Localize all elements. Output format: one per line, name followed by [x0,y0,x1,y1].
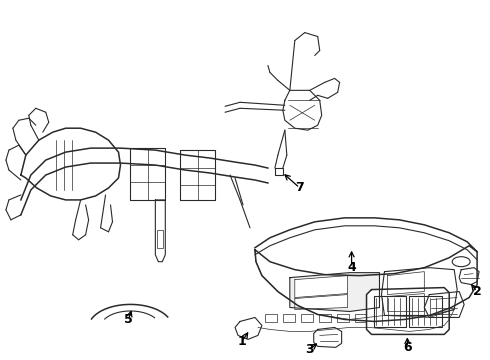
Polygon shape [424,292,464,318]
Text: 7: 7 [295,181,304,194]
Polygon shape [275,168,283,175]
Text: 1: 1 [238,335,246,348]
Polygon shape [283,90,322,130]
Polygon shape [459,268,479,285]
Polygon shape [295,294,347,310]
Polygon shape [255,246,477,321]
Polygon shape [180,150,215,200]
Text: 6: 6 [403,341,412,354]
Bar [373,296,406,328]
Polygon shape [235,318,262,339]
Bar [265,315,277,323]
Bar [337,315,348,323]
Bar [355,315,367,323]
Polygon shape [21,148,268,215]
Text: 2: 2 [473,285,482,298]
Text: 3: 3 [305,343,314,356]
Text: 4: 4 [347,261,356,274]
Ellipse shape [452,257,470,267]
Polygon shape [382,268,457,315]
Text: 5: 5 [124,313,133,326]
Bar [283,315,295,323]
Polygon shape [130,148,165,200]
Polygon shape [367,288,449,334]
Polygon shape [314,328,342,347]
Bar [157,230,163,248]
Polygon shape [290,273,379,311]
Polygon shape [295,276,347,298]
Bar [318,315,331,323]
Bar [409,296,442,328]
Polygon shape [21,128,121,200]
Polygon shape [155,200,165,262]
Bar [301,315,313,323]
